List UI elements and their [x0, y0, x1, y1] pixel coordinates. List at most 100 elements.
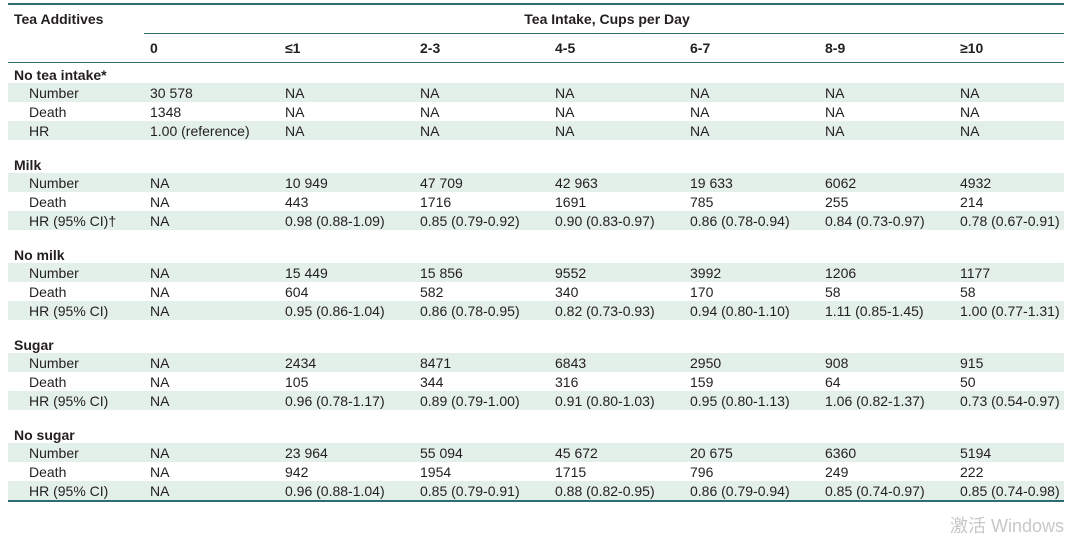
- table-cell: 249: [825, 463, 849, 480]
- table-cell: 0.91 (0.80-1.03): [549, 391, 684, 410]
- table-cell: 915: [954, 353, 1064, 372]
- row-label: Number: [8, 83, 144, 102]
- table-cell: 0.94 (0.80-1.10): [684, 301, 819, 320]
- table-cell: NA: [144, 391, 279, 410]
- row-label-header: Tea Additives: [14, 11, 104, 28]
- tea-additives-table: Tea Additives Tea Intake, Cups per Day 0…: [8, 3, 1064, 502]
- table-cell: 0.98 (0.88-1.09): [279, 211, 414, 230]
- row-label: Death: [29, 283, 67, 300]
- table-cell: NA: [414, 121, 549, 140]
- column-header: 8-9: [819, 33, 954, 63]
- table-bottom-rule: [8, 499, 1064, 502]
- table-cell: 10 949: [279, 173, 414, 192]
- table-cell: NA: [954, 83, 1064, 102]
- section-title: Milk: [14, 157, 42, 173]
- table-row: Number NA 23 964 55 094 45 672 20 675 6360 5194: [8, 443, 1064, 462]
- table-cell: NA: [819, 83, 954, 102]
- table-cell: 0.85 (0.79-0.91): [414, 481, 549, 500]
- table-cell: 1691: [555, 193, 587, 210]
- table-cell: 1177: [954, 263, 1064, 282]
- table-cell: 0.86 (0.78-0.94): [684, 211, 819, 230]
- section-title: No tea intake*: [14, 67, 107, 83]
- table-cell: NA: [414, 83, 549, 102]
- table-cell: 604: [285, 283, 309, 300]
- table-cell: 4932: [954, 173, 1064, 192]
- column-header: 0: [144, 33, 279, 63]
- table-cell: 19 633: [684, 173, 819, 192]
- table-cell: 0.84 (0.73-0.97): [819, 211, 954, 230]
- table-cell: 0.82 (0.73-0.93): [549, 301, 684, 320]
- table-cell: NA: [690, 103, 710, 120]
- row-label: HR (95% CI)†: [8, 211, 144, 230]
- table-cell: NA: [144, 353, 279, 372]
- table-row: HR (95% CI)† NA 0.98 (0.88-1.09) 0.85 (0.79…: [8, 211, 1064, 230]
- table-cell: 0.73 (0.54-0.97): [954, 391, 1064, 410]
- section-header-row: Milk: [8, 151, 1064, 173]
- row-label: Death: [29, 193, 67, 210]
- table-cell: NA: [144, 481, 279, 500]
- table-cell: 942: [285, 463, 309, 480]
- table-cell: 1715: [555, 463, 587, 480]
- table-cell: NA: [144, 301, 279, 320]
- table-row: Death 1348 NA NA NA NA NA NA: [8, 102, 1064, 121]
- table-cell: 45 672: [549, 443, 684, 462]
- table-cell: NA: [420, 103, 440, 120]
- table-cell: 1.06 (0.82-1.37): [819, 391, 954, 410]
- table-cell: 0.96 (0.78-1.17): [279, 391, 414, 410]
- section-header-row: No sugar: [8, 421, 1064, 443]
- row-label: Number: [8, 263, 144, 282]
- table-cell: 582: [420, 283, 444, 300]
- table-cell: 796: [690, 463, 714, 480]
- table-cell: 316: [555, 373, 579, 390]
- table-cell: NA: [150, 283, 170, 300]
- table-row: HR 1.00 (reference) NA NA NA NA NA NA: [8, 121, 1064, 140]
- table-cell: NA: [285, 103, 305, 120]
- section-header-row: No tea intake*: [8, 63, 1064, 83]
- table-cell: 5194: [954, 443, 1064, 462]
- column-header: ≤1: [279, 33, 414, 63]
- table-cell: 0.88 (0.82-0.95): [549, 481, 684, 500]
- table-cell: 1.00 (reference): [144, 121, 279, 140]
- table-cell: 908: [819, 353, 954, 372]
- table-cell: 344: [420, 373, 444, 390]
- row-label: HR (95% CI): [8, 391, 144, 410]
- table-row: Number NA 10 949 47 709 42 963 19 633 6062 4932: [8, 173, 1064, 192]
- table-row: HR (95% CI) NA 0.96 (0.88-1.04) 0.85 (0.79-…: [8, 481, 1064, 500]
- section-spacer: [8, 320, 1064, 331]
- table-cell: 222: [960, 463, 984, 480]
- table-cell: 255: [825, 193, 849, 210]
- table-cell: NA: [150, 373, 170, 390]
- table-cell: NA: [549, 83, 684, 102]
- table-cell: 58: [960, 283, 976, 300]
- table-cell: 42 963: [549, 173, 684, 192]
- table-cell: 0.96 (0.88-1.04): [279, 481, 414, 500]
- table-row: Number 30 578 NA NA NA NA NA NA: [8, 83, 1064, 102]
- table-cell: 0.90 (0.83-0.97): [549, 211, 684, 230]
- table-cell: 0.89 (0.79-1.00): [414, 391, 549, 410]
- table-cell: 0.85 (0.79-0.92): [414, 211, 549, 230]
- table-cell: 0.95 (0.80-1.13): [684, 391, 819, 410]
- table-row: HR (95% CI) NA 0.95 (0.86-1.04) 0.86 (0.78-…: [8, 301, 1064, 320]
- table-cell: 2434: [279, 353, 414, 372]
- table-cell: 2950: [684, 353, 819, 372]
- table-cell: 1.11 (0.85-1.45): [819, 301, 954, 320]
- table-cell: 1716: [420, 193, 452, 210]
- table-cell: 58: [825, 283, 841, 300]
- table-cell: 340: [555, 283, 579, 300]
- table-row: Number NA 2434 8471 6843 2950 908 915: [8, 353, 1064, 372]
- table-cell: 9552: [549, 263, 684, 282]
- table-cell: 47 709: [414, 173, 549, 192]
- table-row: Death NA 443 1716 1691 785 255 214: [8, 192, 1064, 211]
- table-cell: 20 675: [684, 443, 819, 462]
- column-header: 6-7: [684, 33, 819, 63]
- table-cell: 15 449: [279, 263, 414, 282]
- row-label: HR: [8, 121, 144, 140]
- table-cell: NA: [144, 211, 279, 230]
- table-row: Number NA 15 449 15 856 9552 3992 1206 1177: [8, 263, 1064, 282]
- section-header-row: No milk: [8, 241, 1064, 263]
- column-header: ≥10: [954, 33, 1064, 63]
- table-cell: 3992: [684, 263, 819, 282]
- table-cell: NA: [555, 103, 575, 120]
- table-cell: 0.85 (0.74-0.98): [954, 481, 1064, 500]
- table-cell: 1206: [819, 263, 954, 282]
